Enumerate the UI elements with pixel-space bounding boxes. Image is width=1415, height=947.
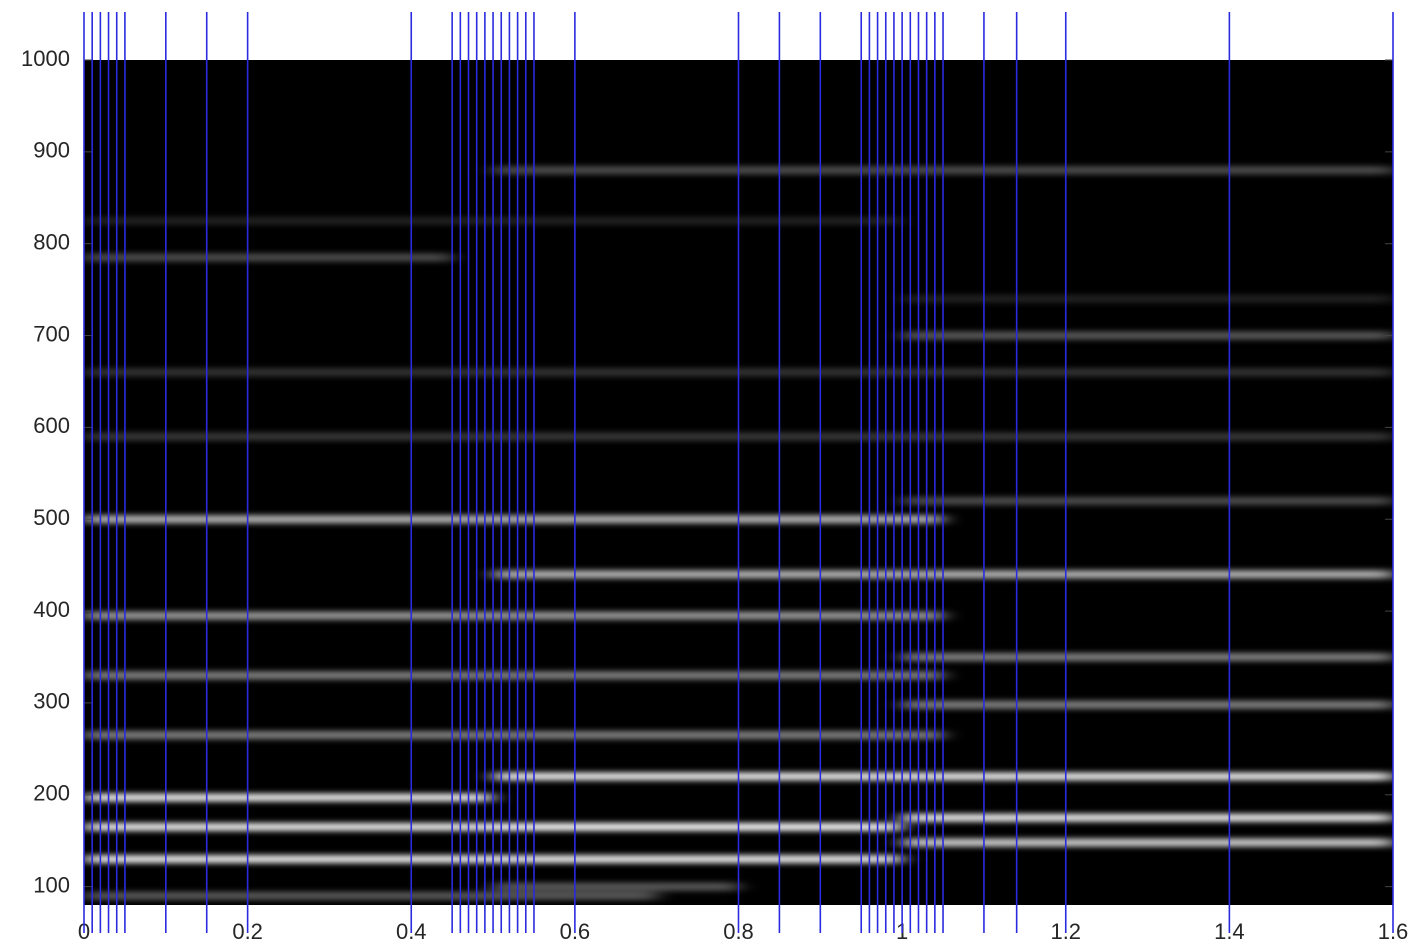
band <box>84 515 943 523</box>
y-tick-label: 300 <box>33 689 70 714</box>
band <box>493 855 902 863</box>
band <box>84 892 657 900</box>
y-tick-label: 600 <box>33 413 70 438</box>
y-tick-label: 1000 <box>21 46 70 71</box>
band <box>493 823 902 831</box>
y-tick-label: 100 <box>33 872 70 897</box>
band <box>84 823 493 831</box>
y-tick-label: 400 <box>33 597 70 622</box>
band <box>902 814 1393 822</box>
y-tick-label: 500 <box>33 505 70 530</box>
band <box>902 839 1393 847</box>
band <box>902 653 1393 661</box>
band <box>84 612 943 620</box>
chart: 100200300400500600700800900100000.20.40.… <box>0 0 1415 947</box>
y-tick-label: 200 <box>33 781 70 806</box>
y-tick-label: 800 <box>33 230 70 255</box>
band <box>902 295 1393 303</box>
band <box>902 332 1393 340</box>
band <box>84 855 493 863</box>
y-tick-label: 900 <box>33 138 70 163</box>
band <box>84 671 943 679</box>
band <box>84 794 493 802</box>
y-tick-label: 700 <box>33 321 70 346</box>
band <box>84 731 943 739</box>
band <box>493 883 738 891</box>
band <box>902 497 1393 505</box>
band <box>84 253 452 261</box>
band <box>902 701 1393 709</box>
